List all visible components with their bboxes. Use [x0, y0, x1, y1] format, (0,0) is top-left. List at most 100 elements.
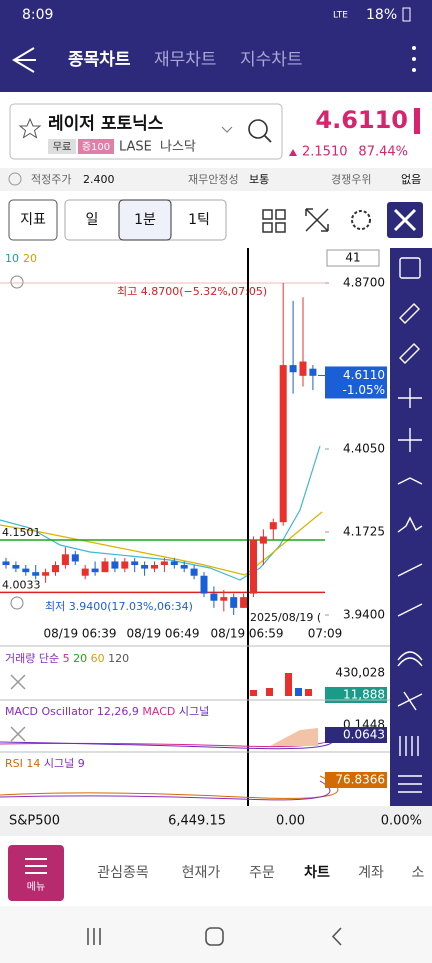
- zoom-in[interactable]: [10, 275, 24, 289]
- tag-bg: [78, 139, 114, 154]
- recents-button[interactable]: [87, 928, 101, 945]
- candle-body: [220, 597, 228, 601]
- macd-current: 0.0643: [343, 728, 385, 742]
- candle-body: [2, 561, 10, 566]
- status-time: 8:09: [22, 7, 53, 23]
- macd-signal: [0, 732, 334, 750]
- info-value: 2.400: [83, 173, 115, 186]
- count: 41: [345, 251, 360, 265]
- rsi-current: 76.8366: [335, 773, 385, 787]
- nav-item[interactable]: 계좌: [358, 865, 384, 881]
- rsi-current-box: [325, 772, 387, 788]
- stock-market: 나스닥: [160, 140, 196, 155]
- nav-item[interactable]: 현재가: [182, 865, 221, 881]
- nav-item[interactable]: 주문: [249, 865, 275, 881]
- nav-item-active[interactable]: 차트: [304, 865, 330, 881]
- settings-icon[interactable]: [351, 210, 371, 230]
- close-panel[interactable]: [10, 674, 26, 690]
- rsi-line: [0, 775, 339, 799]
- tag-bg: [48, 139, 76, 154]
- cursor-date-bg: [250, 611, 322, 625]
- search-icon[interactable]: [263, 134, 272, 143]
- candle-body: [180, 565, 188, 569]
- candle-body: [12, 565, 20, 569]
- indicator-label[interactable]: 지표: [20, 212, 46, 228]
- candle-body: [71, 554, 79, 562]
- y-tick-label: 3.9400: [343, 608, 385, 622]
- search-icon[interactable]: [248, 119, 268, 139]
- more-menu[interactable]: [412, 46, 416, 72]
- ma-line: [0, 445, 321, 581]
- rsi-signal: [0, 780, 331, 801]
- info-label: 적정주가: [31, 173, 71, 186]
- candle-body: [32, 572, 40, 576]
- status-battery: 18%: [366, 7, 397, 23]
- count-box: [326, 249, 380, 267]
- indicator-button[interactable]: [8, 199, 58, 241]
- back-button[interactable]: [12, 47, 36, 73]
- close-panel[interactable]: [10, 726, 26, 742]
- period-selected[interactable]: [118, 199, 172, 241]
- bottom-nav: [0, 836, 432, 906]
- price-chart: 10 20 41 4.8700 4.4050 4.1725 3.9400 4.1501 4…: [0, 249, 387, 641]
- info-label: 재무안정성: [188, 173, 239, 186]
- expand-icon[interactable]: [305, 208, 329, 232]
- menu-icon[interactable]: [25, 858, 47, 874]
- current-price: 4.6110: [343, 368, 385, 382]
- volume-bars: [250, 673, 312, 696]
- zoom-out[interactable]: [10, 596, 24, 610]
- tab-active[interactable]: 종목차트: [68, 50, 131, 70]
- macd-current-box: [325, 727, 387, 743]
- candle-body: [81, 568, 89, 576]
- ma-legend: 20: [23, 252, 37, 265]
- home-button[interactable]: [205, 927, 224, 946]
- ticker-bar: [0, 806, 432, 836]
- candle-body: [240, 597, 248, 608]
- info-row: [0, 168, 432, 191]
- info-value: 보통: [249, 173, 269, 186]
- macd-oscillator: [270, 728, 318, 746]
- period[interactable]: 일: [86, 212, 99, 228]
- level-label: 4.1501: [2, 526, 41, 539]
- nav-item[interactable]: 소: [412, 865, 425, 881]
- tab[interactable]: 지수차트: [240, 50, 303, 70]
- candle-body: [101, 561, 109, 573]
- candle-body: [121, 561, 129, 569]
- favorite-star[interactable]: [18, 117, 42, 139]
- period[interactable]: 1틱: [188, 212, 210, 228]
- volume-current: 11,888: [343, 688, 385, 702]
- candle-body: [170, 561, 178, 566]
- period[interactable]: 1분: [134, 212, 156, 228]
- y-tick-label: 4.8700: [343, 276, 385, 290]
- price-bar: [414, 108, 420, 134]
- volume-current-box: [325, 687, 387, 703]
- level-label: 4.0033: [2, 578, 41, 591]
- candle-body: [42, 572, 50, 576]
- candle-body: [131, 561, 139, 566]
- nav-item[interactable]: 관심종목: [97, 865, 149, 881]
- tools-icon[interactable]: [393, 208, 417, 232]
- menu-label[interactable]: 메뉴: [27, 881, 45, 893]
- high-note: 최고 4.8700(−5.32%,07:05): [117, 285, 267, 298]
- ticker-change: 0.00: [276, 814, 305, 829]
- candle-body: [111, 561, 119, 569]
- y-tick-label: 4.4050: [343, 442, 385, 456]
- candle-body: [190, 568, 198, 576]
- back-nav-button[interactable]: [331, 927, 342, 946]
- battery-icon: [402, 7, 411, 22]
- tag: 증100: [82, 141, 110, 153]
- layout-icon[interactable]: [262, 209, 286, 233]
- help-icon[interactable]: [8, 172, 22, 186]
- current-box: [325, 366, 387, 399]
- stock-change: 2.1510: [302, 145, 348, 160]
- ma-legend: 10: [5, 252, 19, 265]
- tab[interactable]: 재무차트: [154, 50, 217, 70]
- dropdown-icon[interactable]: [221, 126, 233, 133]
- system-nav: [0, 906, 432, 963]
- drawing-tools[interactable]: [397, 257, 423, 793]
- candle-body: [91, 568, 99, 573]
- stock-code: LASE: [119, 140, 152, 155]
- candle-body: [259, 536, 267, 544]
- candle-body: [250, 540, 257, 594]
- x-tick-label: 07:09: [308, 627, 343, 641]
